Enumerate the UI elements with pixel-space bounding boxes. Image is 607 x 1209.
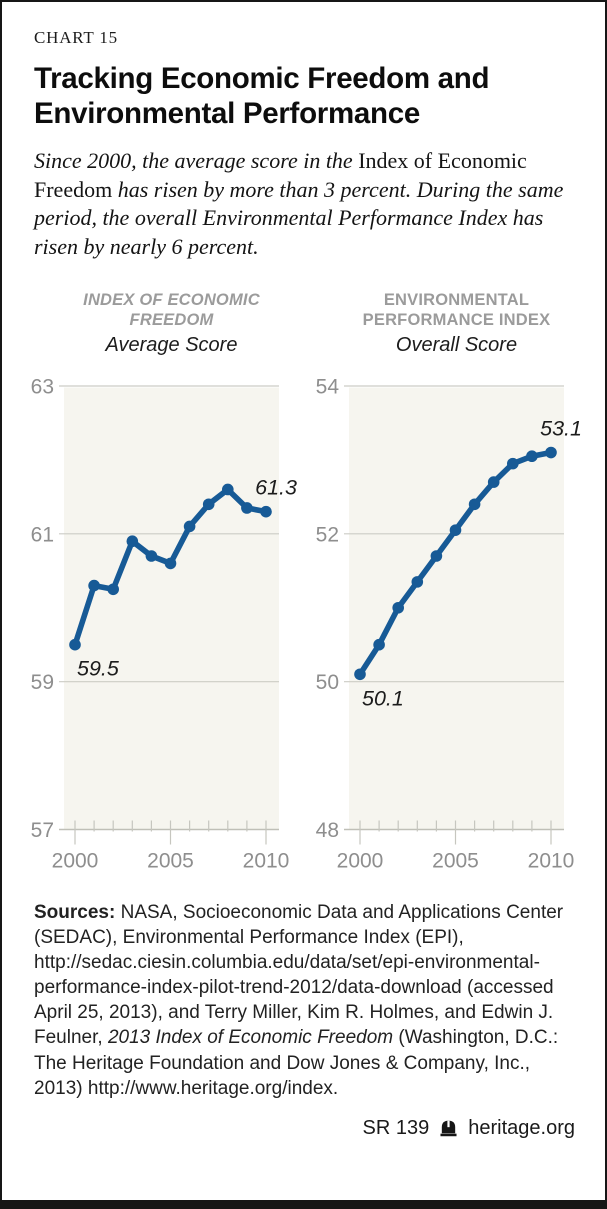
economic-freedom-chart-header: INDEX OF ECONOMIC FREEDOM Average Score	[64, 290, 279, 376]
economic-freedom-chart: INDEX OF ECONOMIC FREEDOM Average Score …	[31, 290, 304, 874]
epi-chart-header: ENVIRONMENTAL PERFORMANCE INDEX Overall …	[349, 290, 564, 376]
last-point-label: 61.3	[255, 476, 297, 500]
data-point	[373, 638, 385, 651]
first-point-label: 59.5	[77, 657, 120, 681]
text-run: has risen by more than 3 percent. During…	[34, 176, 564, 260]
data-point	[545, 446, 557, 459]
data-point	[526, 450, 538, 463]
data-point	[354, 668, 366, 681]
data-point	[164, 557, 177, 570]
report-id: SR 139	[362, 1116, 430, 1139]
chart-number-label: CHART 15	[34, 28, 118, 47]
data-point	[411, 576, 424, 588]
y-tick-label: 52	[316, 523, 339, 546]
y-tick-label: 59	[31, 671, 54, 694]
economic-freedom-chart-title: INDEX OF ECONOMIC FREEDOM	[83, 291, 260, 330]
data-point	[260, 505, 272, 518]
brand-url: heritage.org	[468, 1116, 575, 1139]
data-point	[430, 550, 443, 562]
y-tick-label: 57	[31, 819, 54, 842]
text-run: 2013 Index of Economic Freedom	[107, 1027, 394, 1049]
data-point	[145, 550, 158, 562]
x-tick-label: 2000	[52, 850, 99, 873]
data-point	[69, 638, 81, 651]
x-tick-label: 2005	[432, 850, 479, 873]
footer: SR 139 heritage.org	[34, 1117, 579, 1140]
y-tick-label: 63	[31, 376, 54, 399]
data-point	[241, 502, 253, 514]
y-tick-label: 48	[316, 819, 339, 842]
plot-background	[64, 387, 279, 830]
bottom-accent-bar	[2, 1200, 605, 1207]
data-point	[507, 457, 519, 470]
text-run: Index of Economic Freedom	[34, 147, 527, 202]
data-point	[487, 476, 500, 488]
sources-note: Sources: NASA, Socioeconomic Data and Ap…	[34, 900, 579, 1101]
data-point	[88, 579, 100, 592]
data-point	[202, 498, 215, 511]
data-point	[183, 520, 196, 533]
data-point	[468, 498, 481, 511]
intro-text: Since 2000, the average score in the Ind…	[34, 147, 579, 262]
epi-chart-subtitle: Overall Score	[395, 334, 518, 357]
data-point	[449, 524, 462, 536]
text-run: Sources:	[34, 902, 121, 924]
charts-row: INDEX OF ECONOMIC FREEDOM Average Score …	[31, 290, 582, 874]
plot-background	[349, 387, 564, 830]
x-tick-label: 2010	[528, 850, 575, 873]
economic-freedom-chart-subtitle: Average Score	[105, 334, 238, 357]
epi-chart-plot: 54 52 50 48 2000 2005 2010 50.1 53.1	[316, 376, 582, 873]
y-tick-label: 50	[316, 671, 339, 694]
x-tick-label: 2000	[337, 850, 384, 873]
data-point	[126, 535, 139, 548]
last-point-label: 53.1	[540, 417, 582, 441]
x-tick-label: 2010	[243, 850, 290, 873]
liberty-bell-icon	[438, 1118, 459, 1139]
epi-chart-title: ENVIRONMENTAL PERFORMANCE INDEX	[362, 291, 551, 330]
data-point	[222, 483, 234, 496]
text-run: NASA, Socioeconomic Data and Application…	[34, 902, 564, 1049]
y-tick-label: 61	[31, 523, 54, 546]
economic-freedom-chart-plot: 63 61 59 57 2000 2005 2010 59.5 61.3	[31, 376, 297, 873]
y-tick-label: 54	[316, 376, 340, 399]
x-tick-label: 2005	[147, 850, 194, 873]
text-run: (Washington, D.C.: The Heritage Foundati…	[34, 1027, 559, 1099]
data-point	[392, 601, 404, 614]
data-point	[107, 583, 119, 596]
first-point-label: 50.1	[362, 686, 404, 710]
page-title: Tracking Economic Freedom and Environmen…	[34, 62, 490, 131]
text-run: Since 2000, the average score in the	[34, 147, 359, 173]
epi-chart: ENVIRONMENTAL PERFORMANCE INDEX Overall …	[316, 290, 589, 874]
